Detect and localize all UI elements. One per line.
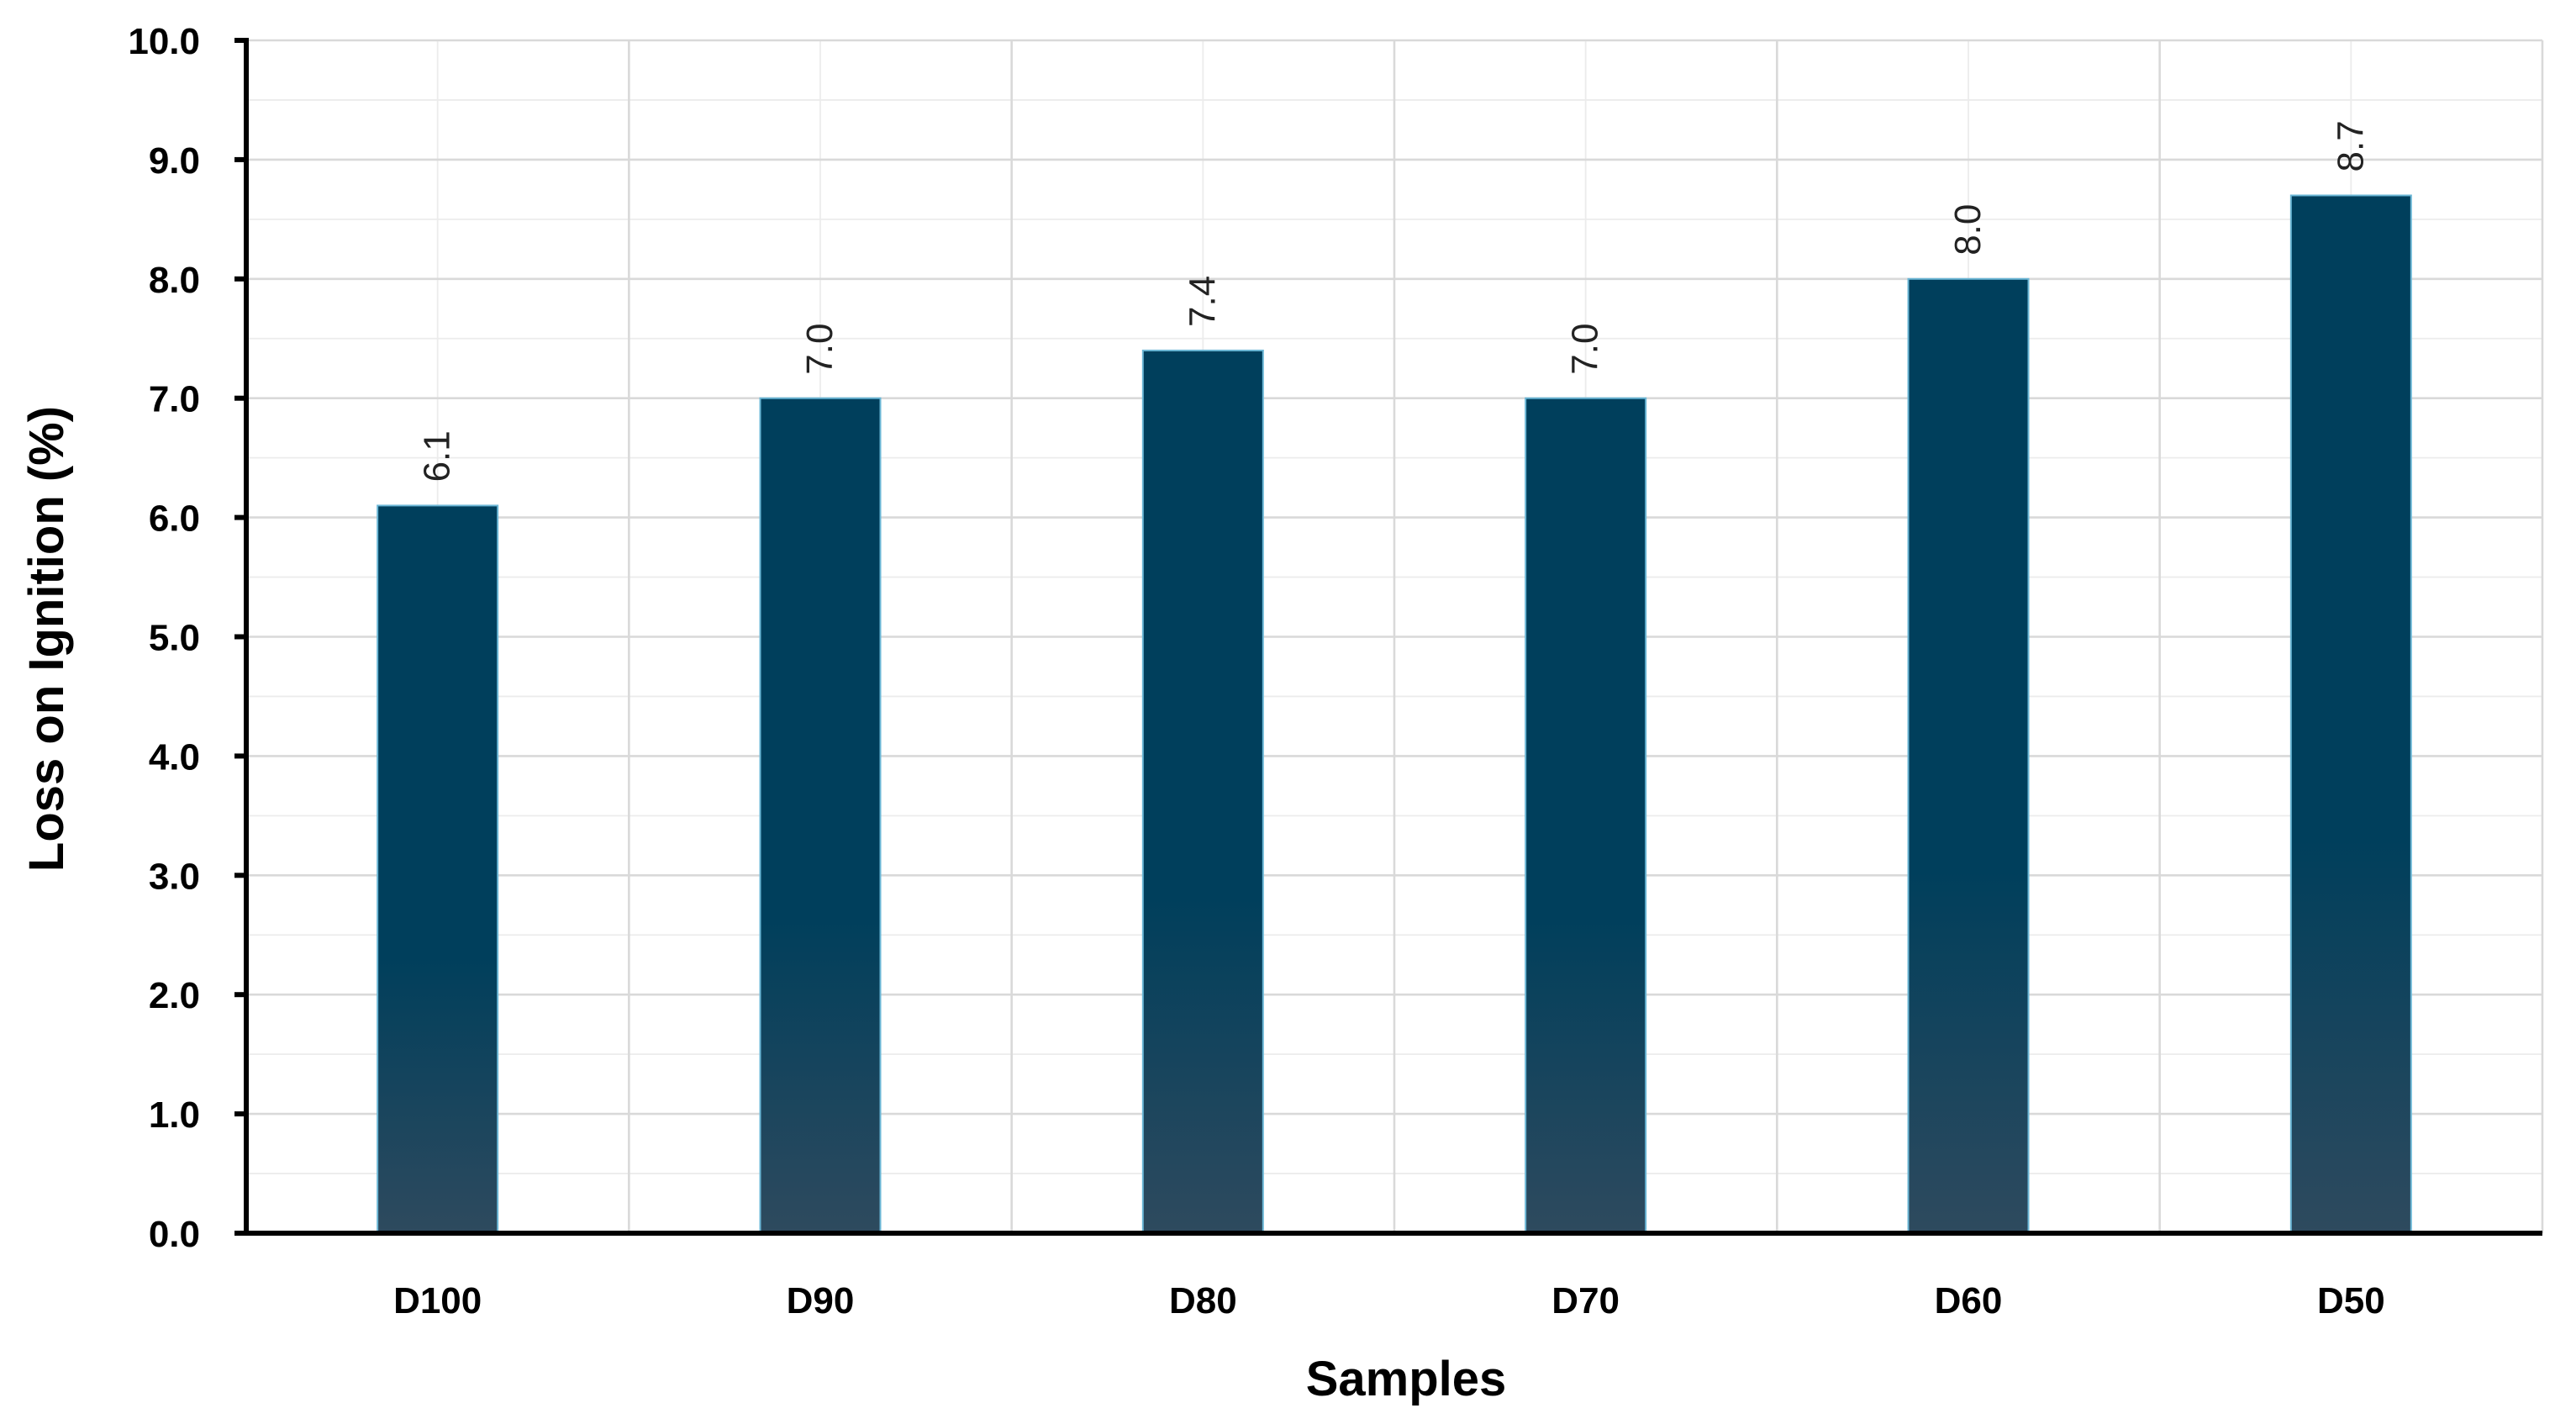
y-tick-label: 10.0 xyxy=(128,21,200,62)
y-tick-label: 8.0 xyxy=(149,260,200,301)
bar-d90 xyxy=(759,397,882,1234)
y-tick-label: 7.0 xyxy=(149,379,200,420)
bar-d80 xyxy=(1141,349,1264,1235)
x-tick-label: D60 xyxy=(1935,1280,2003,1321)
x-tick-label: D50 xyxy=(2317,1280,2385,1321)
y-tick-label: 6.0 xyxy=(149,498,200,540)
bar-d70 xyxy=(1525,397,1647,1234)
x-tick-label: D100 xyxy=(393,1280,482,1321)
y-tick-label: 3.0 xyxy=(149,856,200,897)
bars xyxy=(377,194,2412,1235)
y-tick-label: 2.0 xyxy=(149,975,200,1016)
data-label: 8.7 xyxy=(2330,120,2371,171)
gridlines xyxy=(246,39,2544,1233)
axes xyxy=(234,38,2542,1236)
data-label: 7.4 xyxy=(1182,276,1223,327)
y-tick-label: 5.0 xyxy=(149,618,200,659)
labels: 6.1 D100 7.0 D90 7.4 D80 7.0 D70 8.0 D60 8.7 D50 0.0… xyxy=(128,21,2384,1321)
x-axis-title: Samples xyxy=(1306,1352,1507,1406)
bar-d60 xyxy=(1907,277,2030,1234)
y-tick-label: 0.0 xyxy=(149,1214,200,1255)
bar-d50 xyxy=(2289,194,2412,1235)
data-label: 8.0 xyxy=(1947,204,1989,256)
y-axis-title: Loss on Ignition (%) xyxy=(19,406,74,872)
data-label: 6.1 xyxy=(417,430,458,482)
data-label: 7.0 xyxy=(1565,324,1606,375)
y-tick-label: 9.0 xyxy=(149,140,200,182)
x-tick-label: D70 xyxy=(1551,1280,1620,1321)
x-tick-label: D90 xyxy=(787,1280,855,1321)
bar-d100 xyxy=(377,504,499,1234)
y-tick-label: 4.0 xyxy=(149,736,200,778)
y-tick-label: 1.0 xyxy=(149,1094,200,1136)
x-tick-label: D80 xyxy=(1169,1280,1237,1321)
data-label: 7.0 xyxy=(799,324,840,375)
